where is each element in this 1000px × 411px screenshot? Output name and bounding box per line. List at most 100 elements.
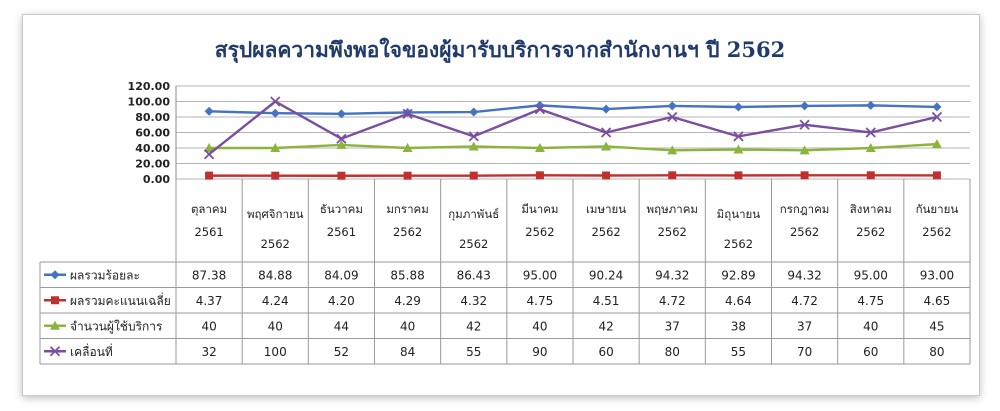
- table-value: 37: [665, 319, 680, 333]
- table-value: 32: [201, 345, 216, 359]
- x-tick-label: 2562: [922, 225, 951, 239]
- table-value: 70: [797, 345, 812, 359]
- table-value: 94.32: [655, 268, 689, 282]
- data-point: [600, 127, 612, 138]
- table-value: 40: [863, 319, 878, 333]
- data-point: [799, 145, 810, 155]
- data-point: [866, 100, 876, 110]
- table-value: 60: [863, 345, 878, 359]
- data-point: [667, 101, 677, 111]
- table-value: 42: [466, 319, 481, 333]
- data-point: [932, 171, 941, 180]
- table-value: 93.00: [920, 268, 954, 282]
- table-value: 90.24: [589, 268, 623, 282]
- data-point: [534, 104, 546, 115]
- table-value: 45: [929, 319, 944, 333]
- x-tick-label: 2561: [327, 225, 356, 239]
- data-point: [270, 143, 281, 152]
- data-point: [865, 143, 876, 152]
- x-tick-label: 2562: [261, 237, 290, 251]
- table-value: 40: [532, 319, 547, 333]
- series-line: [209, 104, 937, 116]
- table-value: 4.37: [196, 294, 223, 308]
- y-tick-label: 20.00: [135, 158, 170, 171]
- x-tick-label: มีนาคม: [521, 202, 558, 216]
- x-tick-label: พฤษภาคม: [647, 202, 698, 216]
- table-value: 80: [665, 345, 680, 359]
- table-value: 100: [264, 345, 287, 359]
- table-value: 95.00: [854, 268, 888, 282]
- data-point: [468, 131, 479, 142]
- data-point: [336, 139, 347, 149]
- data-point: [469, 171, 478, 180]
- table-value: 94.32: [787, 268, 821, 282]
- y-tick-label: 40.00: [135, 142, 170, 155]
- x-tick-label: สิงหาคม: [850, 202, 892, 216]
- table-value: 84: [400, 345, 415, 359]
- x-tick-label: 2562: [393, 225, 422, 239]
- x-tick-label: 2562: [790, 225, 819, 239]
- table-value: 40: [400, 319, 415, 333]
- legend-label: ผลรวมคะแนนเฉลี่ย: [70, 292, 171, 308]
- table-value: 60: [598, 345, 613, 359]
- data-point: [535, 171, 544, 180]
- table-value: 37: [797, 319, 812, 333]
- table-value: 55: [466, 345, 481, 359]
- data-point: [402, 143, 413, 152]
- legend-label: เคลื่อนที่: [70, 343, 113, 359]
- data-point: [733, 131, 744, 142]
- y-tick-label: 60.00: [135, 127, 170, 140]
- data-point: [800, 171, 809, 180]
- data-point: [800, 101, 810, 111]
- table-value: 52: [334, 345, 349, 359]
- legend-label: จำนวนผู้ใช้บริการ: [70, 319, 163, 334]
- data-point: [336, 109, 346, 119]
- table-value: 4.64: [725, 294, 752, 308]
- x-tick-label: 2562: [856, 225, 885, 239]
- table-value: 4.20: [328, 294, 355, 308]
- data-point: [799, 119, 810, 130]
- legend-key-marker: [50, 270, 60, 280]
- table-value: 4.65: [924, 294, 951, 308]
- legend-key-marker: [51, 296, 59, 305]
- data-point: [336, 133, 347, 144]
- table-value: 84.88: [258, 268, 292, 282]
- table-value: 92.89: [721, 268, 755, 282]
- table-value: 40: [268, 319, 283, 333]
- table-value: 84.09: [324, 268, 358, 282]
- table-value: 85.88: [390, 268, 424, 282]
- table-value: 4.24: [262, 294, 289, 308]
- table-value: 90: [532, 345, 547, 359]
- x-tick-label: มิถุนายน: [717, 207, 761, 221]
- data-point: [667, 145, 678, 155]
- data-point: [468, 141, 479, 151]
- data-point: [204, 106, 214, 116]
- legend-key-marker: [49, 346, 61, 357]
- y-tick-label: 80.00: [135, 111, 170, 124]
- chart-title: สรุปผลความพึงพอใจของผู้มารับบริการจากสำน…: [214, 37, 786, 62]
- x-tick-label: กุมภาพันธ์: [448, 207, 499, 221]
- x-tick-label: 2562: [459, 237, 488, 251]
- data-point: [931, 111, 943, 123]
- x-tick-label: ตุลาคม: [191, 202, 227, 216]
- x-tick-label: 2562: [591, 225, 620, 239]
- x-tick-label: 2561: [194, 225, 223, 239]
- x-tick-label: พฤศจิกายน: [247, 207, 304, 221]
- x-tick-label: 2562: [724, 237, 753, 251]
- y-tick-label: 100.00: [128, 96, 171, 109]
- table-value: 80: [929, 345, 944, 359]
- table-value: 44: [334, 319, 349, 333]
- x-tick-label: 2562: [658, 225, 687, 239]
- table-value: 55: [731, 345, 746, 359]
- data-point: [931, 139, 942, 149]
- legend-key-marker: [50, 320, 60, 330]
- table-value: 4.72: [659, 294, 686, 308]
- x-tick-label: กรกฎาคม: [780, 202, 830, 216]
- series-line: [208, 100, 938, 156]
- data-point: [403, 171, 412, 180]
- table-value: 4.32: [460, 294, 487, 308]
- table-value: 95.00: [523, 268, 557, 282]
- table-value: 38: [731, 319, 746, 333]
- data-point: [734, 171, 743, 180]
